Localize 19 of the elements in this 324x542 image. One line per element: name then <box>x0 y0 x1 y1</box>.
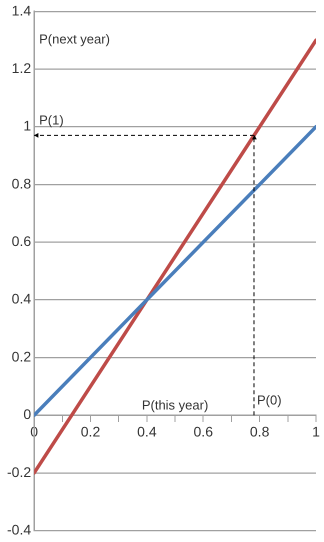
y-tick-label: 1.2 <box>12 60 32 76</box>
y-tick-label: 0.4 <box>12 290 32 307</box>
x-tick-label: 0.8 <box>250 423 270 440</box>
x-tick-label: 0.2 <box>80 423 100 440</box>
y-tick-label: 1 <box>23 118 32 134</box>
ref-line-label: P(1) <box>39 112 64 128</box>
x-tick-label: 1 <box>312 423 320 440</box>
x-tick-label: 0.4 <box>137 423 157 440</box>
y-tick-label: 0.8 <box>12 175 32 192</box>
y-tick-label: 0.6 <box>12 233 32 250</box>
x-axis-title: P(this year) <box>142 397 208 412</box>
y-tick-label: 0.2 <box>12 348 32 364</box>
y-tick-label: -0.2 <box>7 464 32 480</box>
x-tick-label: 0.6 <box>194 423 214 440</box>
ref-line-label: P(0) <box>256 392 282 408</box>
y-tick-label: 1.4 <box>12 2 32 18</box>
y-axis-title: P(next year) <box>39 31 110 46</box>
y-tick-label: 0 <box>23 406 32 422</box>
y-tick-label: -0.4 <box>7 521 32 538</box>
